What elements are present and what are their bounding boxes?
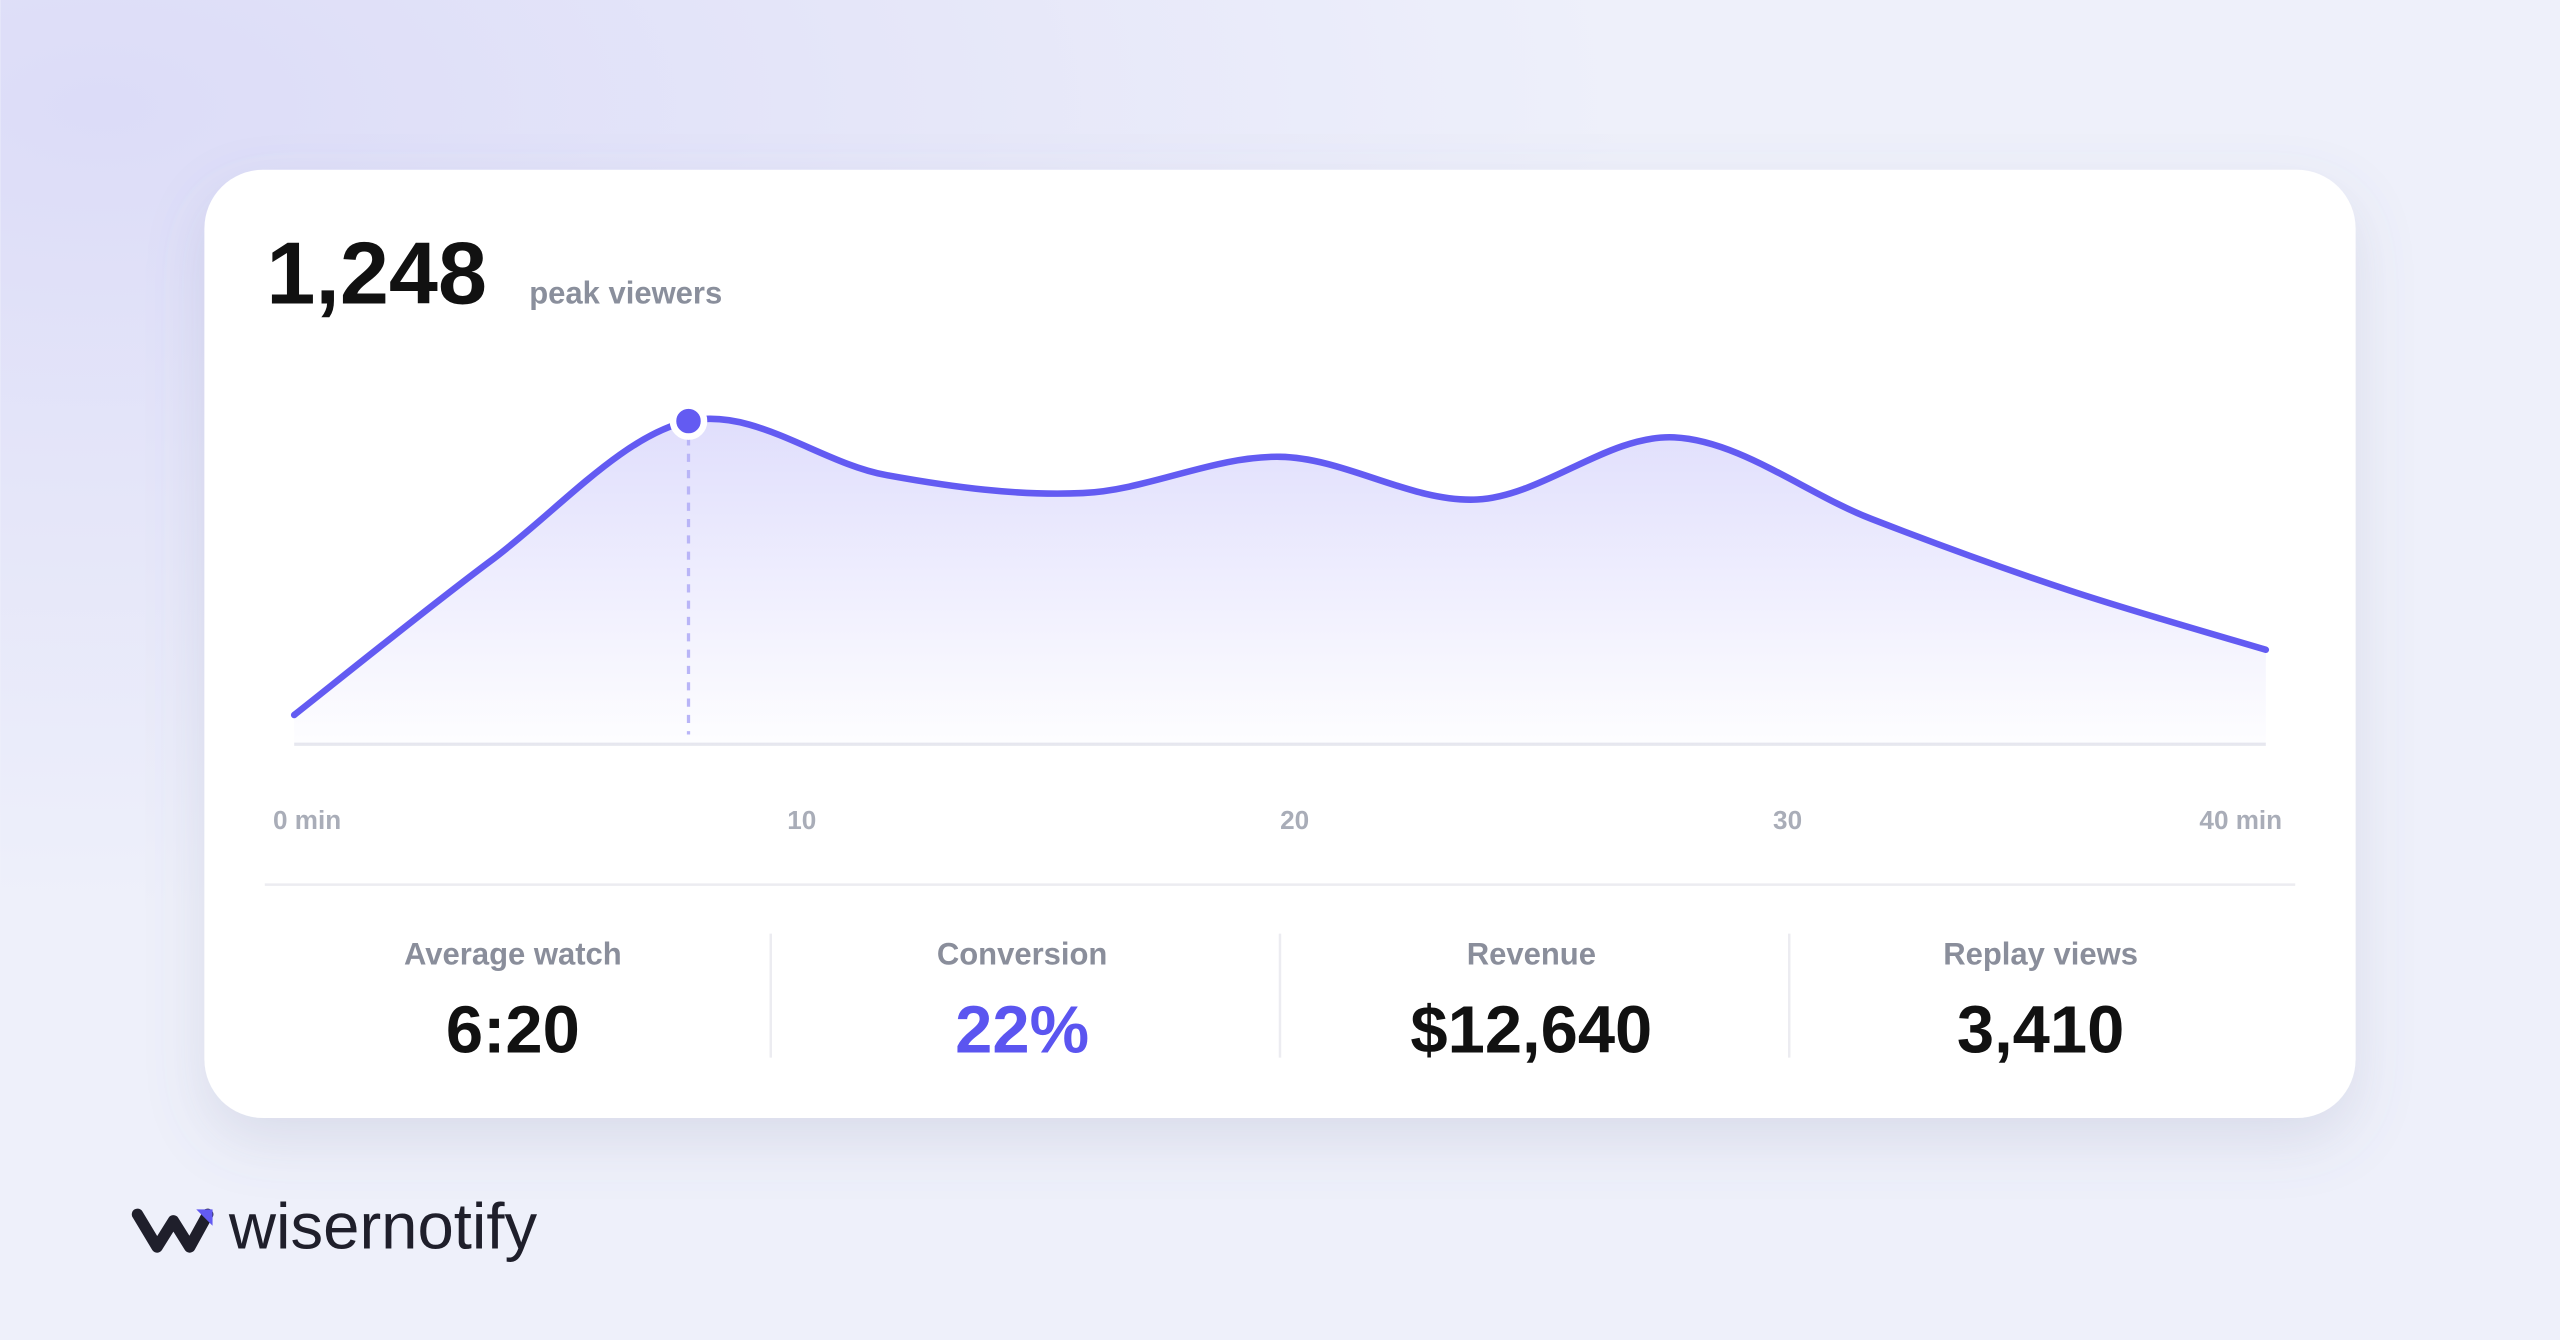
x-tick-label: 0 min <box>273 805 341 835</box>
stat-value: $12,640 <box>1410 993 1652 1068</box>
stat-label: Revenue <box>1467 937 1596 972</box>
stat-value: 6:20 <box>446 993 580 1068</box>
stat-value: 3,410 <box>1957 993 2124 1068</box>
stat-label: Conversion <box>937 937 1108 972</box>
peak-value: 1,248 <box>266 224 487 323</box>
brand-name: wisernotify <box>228 1190 538 1263</box>
stat-label: Replay views <box>1943 937 2138 972</box>
x-tick-label: 20 <box>1280 805 1309 835</box>
x-tick-label: 30 <box>1773 805 1802 835</box>
x-tick-label: 10 <box>787 805 816 835</box>
line <box>290 415 2270 719</box>
brand-logo: wisernotify <box>131 1190 538 1263</box>
peak-label: peak viewers <box>529 276 722 311</box>
stat-value: 22% <box>955 993 1089 1068</box>
stat-label: Average watch <box>404 937 622 972</box>
area <box>294 418 2266 745</box>
x-tick-label: 40 min <box>2199 805 2282 835</box>
peak-marker <box>669 402 708 440</box>
logo-icon <box>131 1208 214 1253</box>
